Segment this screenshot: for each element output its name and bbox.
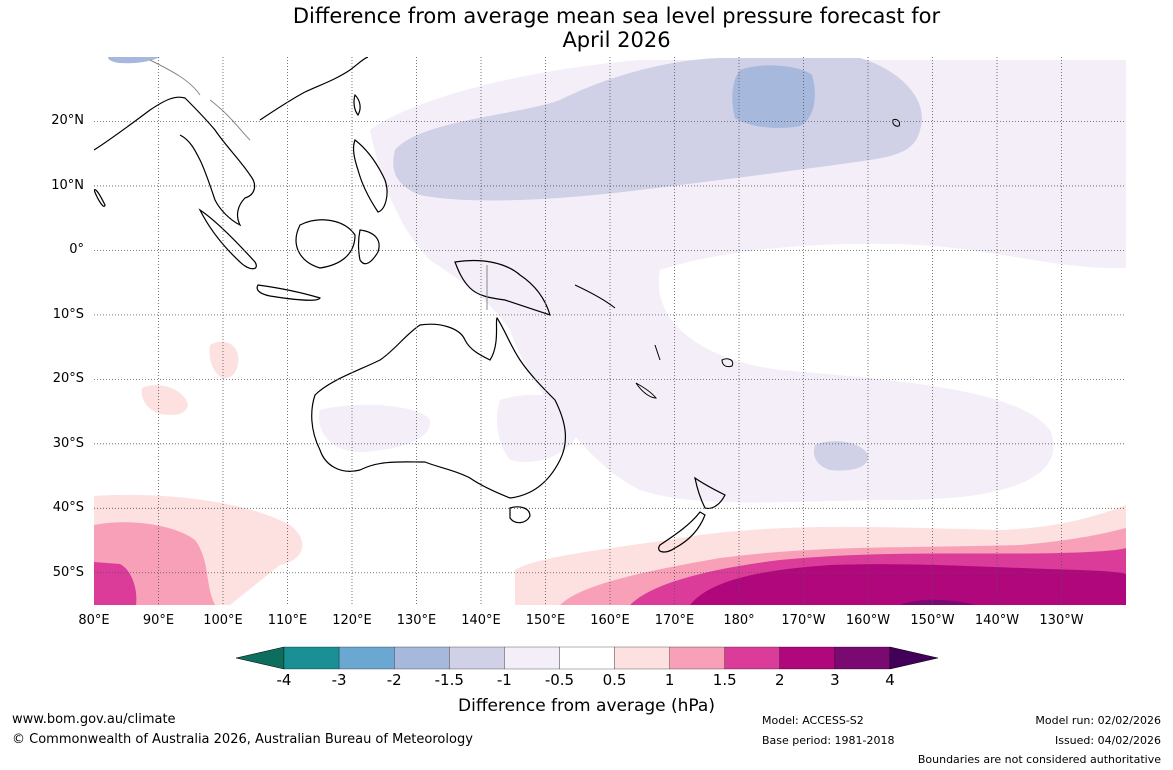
title-line-1: Difference from average mean sea level p… — [292, 4, 941, 28]
latitude-label: 20°S — [52, 371, 84, 387]
anomaly-region-minus-1-south — [813, 441, 869, 471]
country-borders — [149, 59, 488, 310]
anomaly-region-plus-3-south-pacific — [900, 599, 975, 605]
longitude-label: 150°W — [910, 613, 955, 628]
longitude-label: 160°W — [845, 613, 891, 628]
longitude-label: 170°W — [781, 613, 826, 628]
longitude-label: 140°E — [461, 613, 501, 628]
anomaly-region-minus-0.5-west-australia — [319, 404, 431, 452]
australia-coastline — [311, 317, 566, 499]
colorbar-tick-label: -2 — [386, 671, 402, 689]
longitude-label: 150°E — [525, 613, 566, 628]
colorbar-segment — [338, 646, 395, 670]
longitude-label: 180° — [723, 613, 755, 628]
longitude-label: 160°E — [590, 613, 630, 628]
title-line-2: April 2026 — [562, 28, 671, 52]
colorbar-segment — [614, 646, 670, 670]
colorbar-tick-label: -3 — [331, 671, 347, 689]
anomaly-region-minus-1.5-nw — [108, 57, 160, 64]
latitude-label: 20°N — [51, 113, 84, 129]
longitude-label: 130°E — [396, 613, 437, 628]
longitude-label: 100°E — [203, 613, 243, 628]
footer-boundaries-note: Boundaries are not considered authoritat… — [917, 753, 1161, 766]
colorbar-tick-label: -4 — [276, 671, 292, 689]
borneo-coastline — [295, 219, 356, 269]
anomaly-region-plus-0.5-indian-2 — [209, 341, 239, 379]
longitude-label: 80°E — [78, 613, 110, 628]
longitude-label: 170°E — [654, 613, 695, 628]
colorbar-tick-label: 1.5 — [712, 671, 737, 689]
colorbar-tick-label: 4 — [885, 671, 895, 689]
philippines-coastline — [352, 139, 388, 213]
footer-copyright: © Commonwealth of Australia 2026, Austra… — [12, 732, 473, 747]
latitude-label: 40°S — [52, 500, 84, 516]
colorbar-segment — [834, 646, 891, 670]
latitude-label: 10°S — [52, 306, 84, 322]
colorbar-segment — [724, 646, 780, 670]
java-coastline — [256, 284, 321, 301]
longitude-label: 140°W — [974, 613, 1020, 628]
colorbar-segment — [283, 646, 340, 670]
latitude-label: 0° — [69, 242, 84, 258]
colorbar-segment — [779, 646, 836, 670]
longitude-label: 90°E — [142, 613, 175, 628]
map-plot-area — [94, 57, 1126, 605]
footer-issued: Issued: 04/02/2026 — [1054, 734, 1161, 747]
anomaly-region-plus-1.5-sw — [94, 562, 137, 605]
map-title: Difference from average mean sea level p… — [0, 4, 1173, 52]
fiji-islands — [721, 358, 734, 368]
latitude-label: 50°S — [52, 564, 84, 580]
colorbar-segment — [394, 646, 450, 670]
new-guinea-coastline — [454, 259, 551, 316]
new-zealand-south-coastline — [658, 511, 706, 553]
colorbar-segment — [559, 646, 615, 670]
india-coastline — [94, 189, 106, 207]
anomaly-region-plus-0.5-indian-1 — [141, 385, 188, 415]
footer-model: Model: ACCESS-S2 — [762, 714, 864, 727]
colorbar — [235, 646, 939, 670]
sulawesi-coastline — [357, 229, 380, 265]
vanuatu-islands — [654, 344, 661, 361]
colorbar-title: Difference from average (hPa) — [458, 696, 715, 716]
colorbar-tick-label: 3 — [830, 671, 840, 689]
anomaly-region-minus-1.5 — [732, 65, 815, 128]
colorbar-extend-max — [889, 646, 939, 670]
latitude-label: 10°N — [51, 177, 84, 193]
taiwan-coastline — [353, 93, 361, 117]
longitude-label: 130°W — [1039, 613, 1084, 628]
latitude-label: 30°S — [52, 435, 84, 451]
solomon-islands — [574, 284, 616, 309]
footer-url: www.bom.gov.au/climate — [12, 712, 176, 727]
colorbar-tick-label: -0.5 — [544, 671, 575, 689]
asia-mainland-coastline — [94, 57, 369, 227]
graticule — [94, 57, 1126, 605]
anomaly-region-plus-2-south-pacific — [690, 564, 1126, 605]
footer-base-period: Base period: 1981-2018 — [762, 734, 895, 747]
colorbar-segment — [449, 646, 505, 670]
colorbar-tick-label: 2 — [775, 671, 785, 689]
colorbar-tick-label: -1.5 — [434, 671, 464, 689]
new-caledonia — [635, 382, 658, 399]
colorbar-tick-label: 1 — [664, 671, 675, 689]
longitude-label: 110°E — [267, 613, 308, 628]
new-zealand-north-coastline — [694, 476, 726, 510]
sumatra-coastline — [198, 208, 257, 270]
colorbar-tick-label: 0.5 — [602, 671, 627, 689]
border-lines — [149, 59, 488, 310]
colorbar-segment — [669, 646, 725, 670]
tasmania-coastline — [509, 506, 531, 524]
colorbar-segment — [504, 646, 560, 670]
coastlines — [94, 57, 726, 553]
pacific-islands — [574, 119, 900, 399]
footer-model-run: Model run: 02/02/2026 — [1035, 714, 1161, 727]
hawaii-islands — [892, 119, 900, 127]
colorbar-tick-label: -1 — [496, 671, 512, 689]
colorbar-extend-min — [235, 646, 285, 670]
longitude-label: 120°E — [332, 613, 372, 628]
